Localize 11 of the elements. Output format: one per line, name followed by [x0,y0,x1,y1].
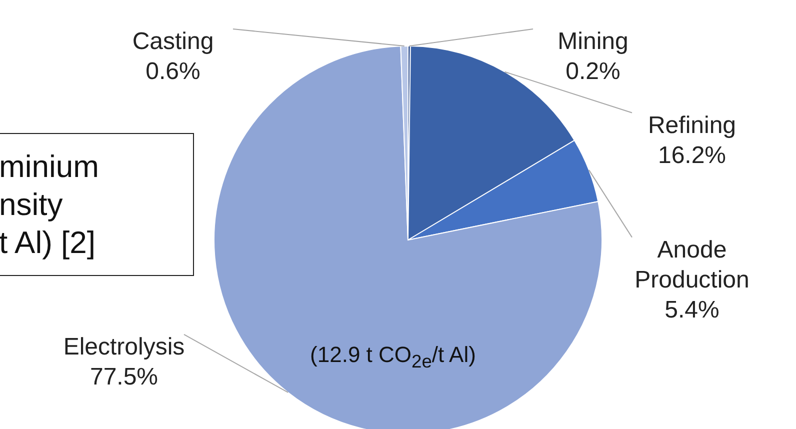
data-label: 5.4% [664,296,720,324]
slice-label: Refining [648,112,736,139]
text: (12.9 t CO$_{2e}$/t Al) [309,342,477,372]
data-label: 0.2% [566,58,620,85]
data-label: 16.2% [658,142,726,169]
slice-label: Anode Production [634,236,750,294]
slice-label: Casting [132,28,214,55]
slice-label: Electrolysis [63,333,185,360]
slice-label: Mining [558,28,628,55]
data-label: 77.5% [90,363,158,390]
data-label: 0.6% [146,58,200,85]
